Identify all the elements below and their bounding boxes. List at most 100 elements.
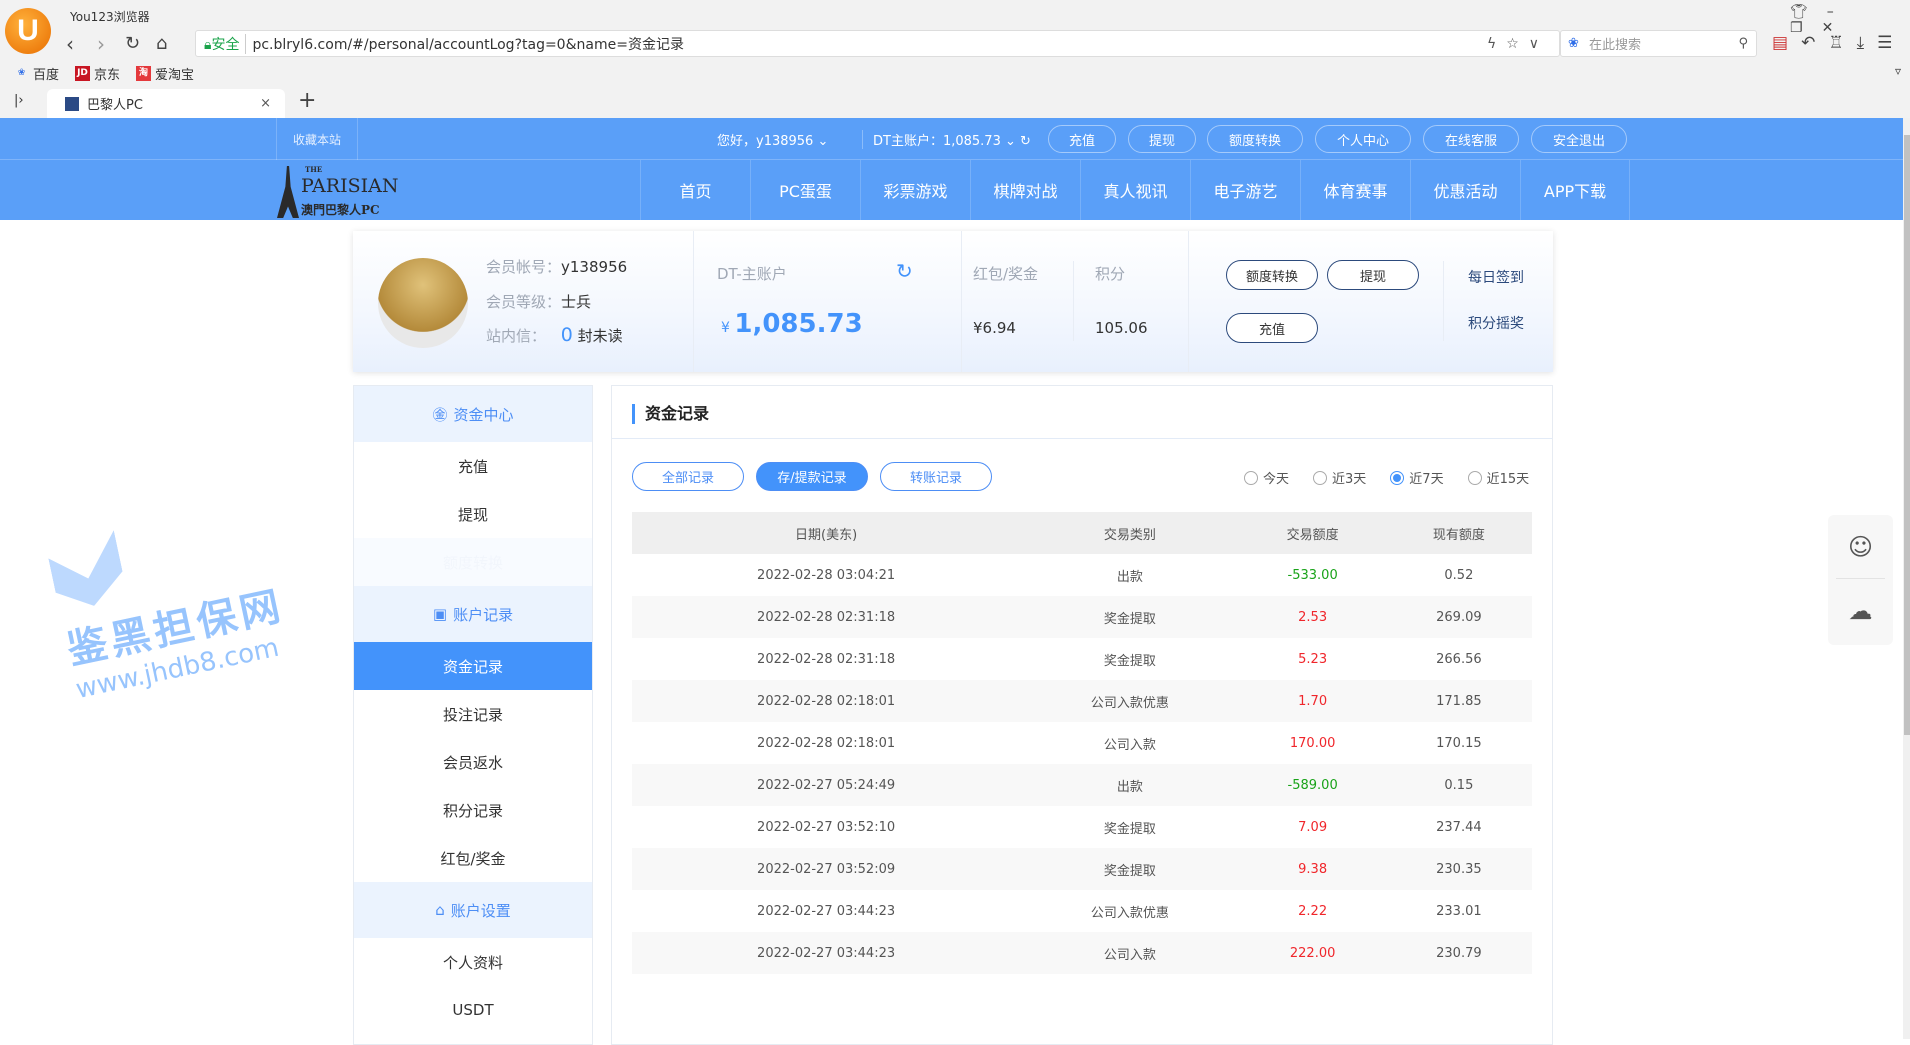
minimize-icon[interactable]: – (1826, 4, 1853, 20)
greeting-text: 您好，y138956 (717, 134, 814, 149)
nav-home[interactable]: 首页 (640, 160, 750, 220)
transfer-button[interactable]: 额度转换 (1226, 260, 1318, 290)
back-icon[interactable]: ‹ (66, 32, 74, 56)
sidebar-item-transfer[interactable]: 额度转换 (354, 538, 592, 586)
topbar-deposit-button[interactable]: 充值 (1048, 125, 1116, 153)
address-actions[interactable]: ϟ☆∨ (1487, 36, 1549, 52)
sidebar-item-rebate[interactable]: 会员返水 (442, 753, 503, 772)
range-3days[interactable]: 近3天 (1313, 468, 1366, 487)
safe-text: 安全 (211, 36, 240, 53)
user-greeting-dropdown[interactable]: 您好，y138956 ⌄ (717, 130, 828, 149)
reload-icon[interactable]: ↻ (125, 33, 141, 54)
favicon-icon (65, 96, 79, 111)
points-lottery-link[interactable]: 积分摇奖 (1468, 316, 1524, 332)
clean-icon[interactable]: ♖ (1828, 33, 1857, 53)
nav-chess[interactable]: 棋牌对战 (970, 160, 1080, 220)
withdraw-button[interactable]: 提现 (1327, 260, 1419, 290)
nav-slots[interactable]: 电子游艺 (1190, 160, 1300, 220)
mail-count: 0 (560, 324, 573, 346)
close-tab-icon[interactable]: × (260, 96, 271, 111)
undo-icon[interactable]: ↶ (1801, 33, 1829, 53)
cell-date: 2022-02-28 03:04:21 (757, 567, 896, 583)
table-row: 2022-02-28 03:04:21 出款 -533.00 0.52 (632, 554, 1532, 596)
range-15days[interactable]: 近15天 (1467, 468, 1529, 487)
radio-checked-icon[interactable] (1390, 470, 1405, 485)
range-7days[interactable]: 近7天 (1390, 468, 1444, 487)
deposit-button[interactable]: 充值 (1226, 313, 1318, 343)
sidebar-item-points-records[interactable]: 积分记录 (442, 801, 503, 820)
section-title: 资金中心 (453, 405, 514, 424)
balance-value: 1,085.73 (734, 309, 863, 339)
expand-icon[interactable]: ▿ (1895, 64, 1902, 78)
daily-signin-link[interactable]: 每日签到 (1468, 270, 1524, 286)
customer-service-icon[interactable]: ☺ (1836, 515, 1885, 579)
nav-pc-dandan[interactable]: PC蛋蛋 (750, 160, 860, 220)
fund-records-panel: 资金记录 全部记录 存/提款记录 转账记录 今天 近3天 近7天 近15天 日期… (611, 385, 1553, 1045)
baidu-icon: ❀ (17, 68, 26, 78)
skin-icon[interactable]: 👕︎ (1790, 4, 1827, 20)
star-icon[interactable]: ☆ (1506, 35, 1529, 52)
forward-icon[interactable]: › (97, 32, 105, 56)
filter-all-records[interactable]: 全部记录 (632, 462, 744, 491)
restore-icon[interactable]: ❐ (1790, 20, 1822, 36)
topbar-personal-center-button[interactable]: 个人中心 (1315, 125, 1411, 153)
radio-icon[interactable] (1467, 470, 1482, 485)
balance: ¥ 1,085.73 (721, 309, 863, 339)
browser-tools: ▤↶♖⤓☰ (1772, 33, 1905, 53)
nav-sports[interactable]: 体育赛事 (1300, 160, 1410, 220)
account-label: 会员帐号： (486, 258, 562, 276)
cell-date: 2022-02-27 03:52:10 (757, 819, 896, 835)
bookmark-taobao[interactable]: 淘爱淘宝 (136, 64, 194, 83)
new-tab-icon[interactable]: + (298, 88, 317, 113)
points-label: 积分 (1095, 265, 1126, 283)
radio-icon[interactable] (1313, 470, 1328, 485)
sidebar-item-deposit[interactable]: 充值 (457, 457, 488, 476)
cloud-download-icon[interactable]: ☁ (1848, 597, 1873, 625)
range-today[interactable]: 今天 (1244, 468, 1289, 487)
filter-transfer-records[interactable]: 转账记录 (880, 462, 992, 491)
nav-app-download[interactable]: APP下载 (1520, 160, 1630, 220)
topbar-withdraw-button[interactable]: 提现 (1128, 125, 1196, 153)
chevron-down-icon[interactable]: ∨ (1528, 35, 1549, 52)
refresh-icon[interactable]: ↻ (1020, 134, 1031, 149)
sidebar-item-profile[interactable]: 个人资料 (442, 953, 503, 972)
bookmark-site-link[interactable]: 收藏本站 (276, 118, 358, 160)
scrollbar-thumb[interactable] (1904, 135, 1910, 735)
download-icon[interactable]: ⤓ (1856, 33, 1878, 53)
browser-chrome: U You123浏览器 ‹ › ↻ ⌂ 🔒︎安全 pc.blryl6.com/#… (0, 0, 1910, 118)
nav-live[interactable]: 真人视讯 (1080, 160, 1190, 220)
address-bar[interactable]: 🔒︎安全 pc.blryl6.com/#/personal/accountLog… (195, 30, 1560, 57)
nav-promotions[interactable]: 优惠活动 (1410, 160, 1520, 220)
pdf-icon[interactable]: ▤ (1772, 33, 1802, 53)
search-input[interactable]: ❀ 在此搜索 ⚲ (1560, 30, 1757, 57)
lightning-icon[interactable]: ϟ (1486, 35, 1507, 52)
bookmark-jd[interactable]: JD 京东 (75, 64, 120, 83)
main-account-dropdown[interactable]: DT主账户：1,085.73 ⌄ ↻ (862, 130, 1031, 149)
topbar-logout-button[interactable]: 安全退出 (1531, 125, 1627, 153)
topbar-support-button[interactable]: 在线客服 (1423, 125, 1519, 153)
refresh-balance-icon[interactable]: ↻ (896, 259, 913, 283)
sidebar-item-usdt[interactable]: USDT (452, 1001, 494, 1019)
watermark-line2: www.jhdb8.com (73, 632, 282, 706)
sidebar-item-withdraw[interactable]: 提现 (457, 505, 488, 524)
site-logo[interactable]: THE PARISIAN 澳門巴黎人PC (275, 162, 410, 220)
sidebar-item-fund-records[interactable]: 资金记录 (354, 642, 592, 690)
tab-active[interactable]: 巴黎人PC × (47, 89, 285, 118)
search-icon[interactable]: ⚲ (1738, 36, 1748, 51)
menu-icon[interactable]: ☰ (1877, 33, 1906, 53)
radio-icon[interactable] (1244, 470, 1258, 485)
topbar-transfer-button[interactable]: 额度转换 (1207, 125, 1303, 153)
sidebar-item-bonus[interactable]: 红包/奖金 (440, 849, 506, 868)
nav-lottery[interactable]: 彩票游戏 (860, 160, 970, 220)
filter-deposit-withdraw[interactable]: 存/提款记录 (756, 462, 868, 491)
sidebar-toggle-icon[interactable]: |› (14, 93, 24, 108)
cell-type: 奖金提取 (1020, 596, 1240, 638)
range-label: 今天 (1263, 472, 1290, 487)
sidebar-item-bet-records[interactable]: 投注记录 (442, 705, 503, 724)
sidebar-section-account-settings: ⌂ 账户设置 (354, 882, 592, 938)
home-icon[interactable]: ⌂ (156, 33, 168, 54)
bookmark-baidu[interactable]: ❀ 百度 (14, 64, 59, 83)
mail-row[interactable]: 站内信： 0 封未读 (486, 324, 623, 346)
close-window-icon[interactable]: ✕ (1821, 20, 1853, 36)
url-text: pc.blryl6.com/#/personal/accountLog?tag=… (252, 36, 684, 53)
